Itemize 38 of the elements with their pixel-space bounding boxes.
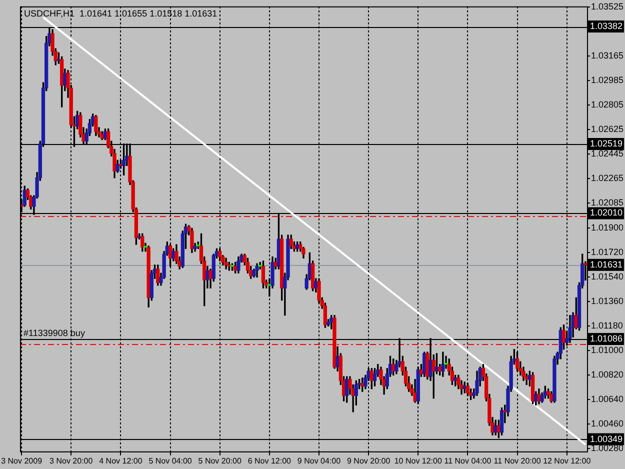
ref-line-label: 1.03382 — [590, 21, 623, 32]
x-tick-label: 3 Nov 20:00 — [50, 456, 94, 466]
x-tick-label: 12 Nov 12:00 — [543, 456, 592, 466]
y-tick-label: 1.01180 — [591, 320, 623, 331]
annotation: #11339908 buy — [24, 328, 86, 338]
y-tick-label: 1.00460 — [591, 418, 624, 429]
x-tick-label: 11 Nov 04:00 — [444, 456, 492, 466]
x-tick-label: 6 Nov 12:00 — [248, 456, 292, 466]
y-tick-label: 1.01540 — [591, 272, 624, 282]
x-tick-label: 4 Nov 12:00 — [99, 456, 143, 466]
x-tick-label: 10 Nov 12:00 — [394, 456, 442, 466]
y-tick-label: 1.01900 — [591, 222, 624, 233]
y-tick-label: 1.00640 — [591, 394, 624, 404]
x-tick-label: 9 Nov 04:00 — [297, 456, 342, 466]
x-tick-label: 11 Nov 20:00 — [494, 456, 542, 466]
y-tick-label: 1.00280 — [591, 443, 624, 454]
x-tick-label: 5 Nov 20:00 — [198, 456, 242, 466]
y-tick-label: 1.01000 — [591, 345, 624, 356]
x-tick-label: 9 Nov 20:00 — [346, 456, 391, 466]
ref-line-label: 1.02010 — [590, 208, 623, 218]
y-tick-label: 1.01720 — [591, 247, 624, 258]
y-tick-label: 1.02805 — [591, 100, 624, 110]
ref-line-label: 1.00349 — [590, 434, 623, 444]
y-tick-label: 1.02085 — [591, 198, 624, 208]
y-tick-label: 1.00820 — [591, 370, 624, 380]
x-tick-label: 5 Nov 04:00 — [148, 456, 192, 466]
ref-line-label: 1.01631 — [590, 259, 623, 270]
y-tick-label: 1.02625 — [591, 124, 624, 134]
y-tick-label: 1.03165 — [591, 50, 624, 61]
ref-line-label: 1.02519 — [590, 138, 623, 148]
y-tick-label: 1.02265 — [591, 173, 624, 184]
y-tick-label: 1.01360 — [591, 296, 624, 306]
y-tick-label: 1.02985 — [591, 75, 624, 86]
ref-line-label: 1.01086 — [590, 333, 623, 344]
y-tick-label: 1.03525 — [591, 2, 624, 12]
y-tick-label: 1.02445 — [591, 148, 624, 159]
chart-title: USDCHF,H1 1.01641 1.01655 1.01518 1.01631 — [24, 8, 218, 18]
x-tick-label: 3 Nov 2009 — [1, 456, 43, 466]
